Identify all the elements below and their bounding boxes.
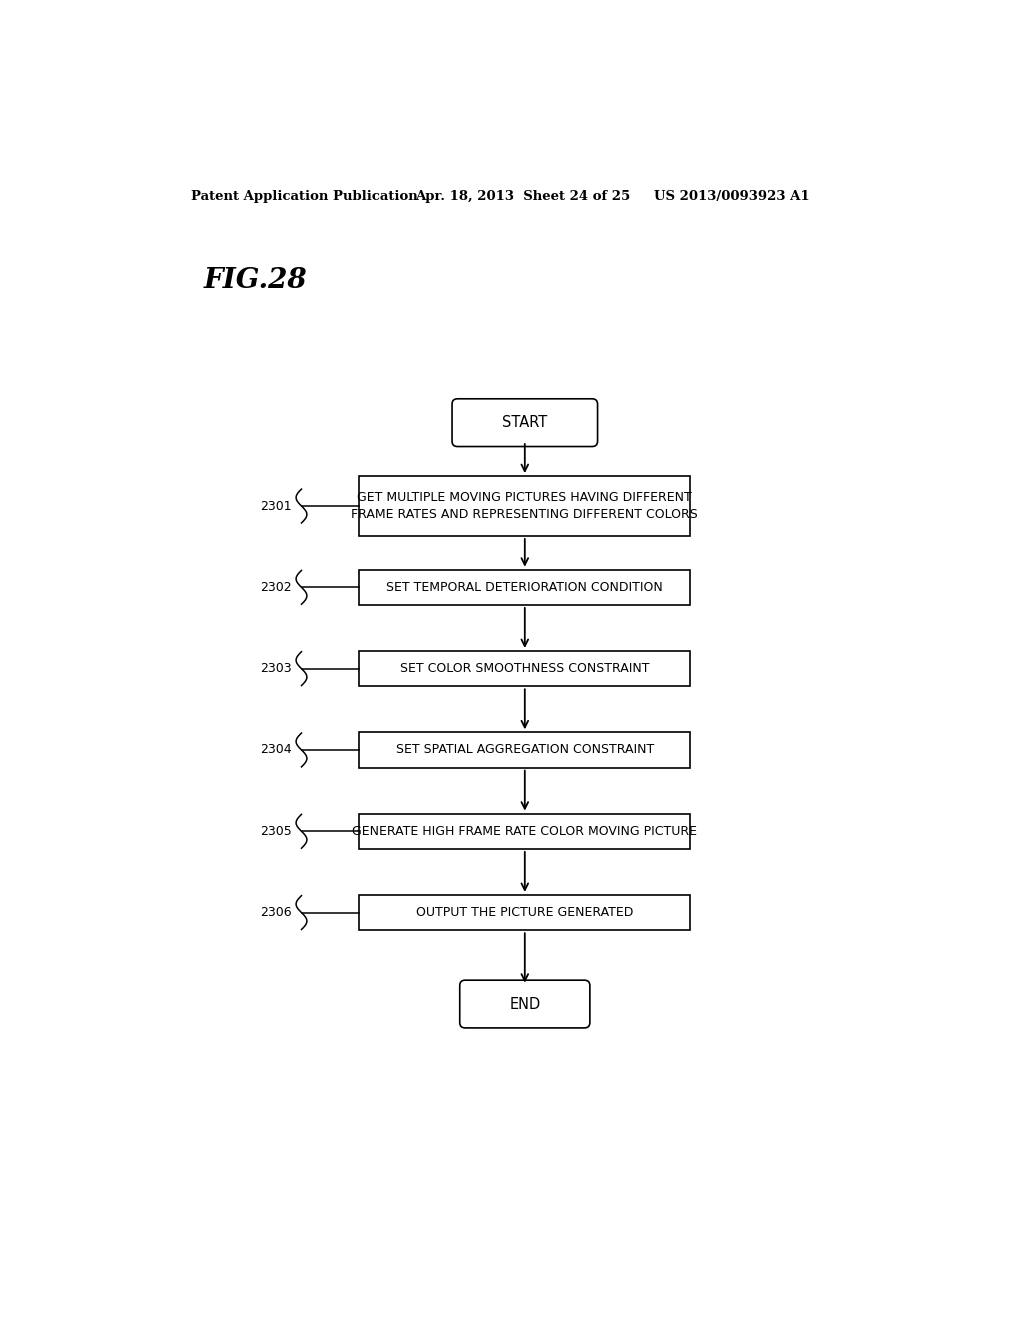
FancyBboxPatch shape <box>452 399 598 446</box>
Text: FIG.28: FIG.28 <box>204 267 307 294</box>
Text: 2302: 2302 <box>260 581 292 594</box>
Text: GET MULTIPLE MOVING PICTURES HAVING DIFFERENT
FRAME RATES AND REPRESENTING DIFFE: GET MULTIPLE MOVING PICTURES HAVING DIFF… <box>351 491 698 521</box>
FancyBboxPatch shape <box>359 733 690 768</box>
Text: 2304: 2304 <box>260 743 292 756</box>
Text: SET SPATIAL AGGREGATION CONSTRAINT: SET SPATIAL AGGREGATION CONSTRAINT <box>395 743 654 756</box>
Text: SET COLOR SMOOTHNESS CONSTRAINT: SET COLOR SMOOTHNESS CONSTRAINT <box>400 663 649 675</box>
FancyBboxPatch shape <box>359 651 690 686</box>
FancyBboxPatch shape <box>359 570 690 605</box>
Text: 2301: 2301 <box>260 499 292 512</box>
Text: SET TEMPORAL DETERIORATION CONDITION: SET TEMPORAL DETERIORATION CONDITION <box>386 581 664 594</box>
Text: US 2013/0093923 A1: US 2013/0093923 A1 <box>654 190 810 202</box>
FancyBboxPatch shape <box>359 477 690 536</box>
FancyBboxPatch shape <box>359 895 690 931</box>
Text: START: START <box>502 416 548 430</box>
Text: 2305: 2305 <box>260 825 292 838</box>
Text: OUTPUT THE PICTURE GENERATED: OUTPUT THE PICTURE GENERATED <box>416 906 634 919</box>
Text: GENERATE HIGH FRAME RATE COLOR MOVING PICTURE: GENERATE HIGH FRAME RATE COLOR MOVING PI… <box>352 825 697 838</box>
Text: 2303: 2303 <box>260 663 292 675</box>
Text: 2306: 2306 <box>260 906 292 919</box>
Text: Apr. 18, 2013  Sheet 24 of 25: Apr. 18, 2013 Sheet 24 of 25 <box>416 190 631 202</box>
Text: END: END <box>509 997 541 1011</box>
FancyBboxPatch shape <box>460 981 590 1028</box>
Text: Patent Application Publication: Patent Application Publication <box>190 190 418 202</box>
FancyBboxPatch shape <box>359 813 690 849</box>
